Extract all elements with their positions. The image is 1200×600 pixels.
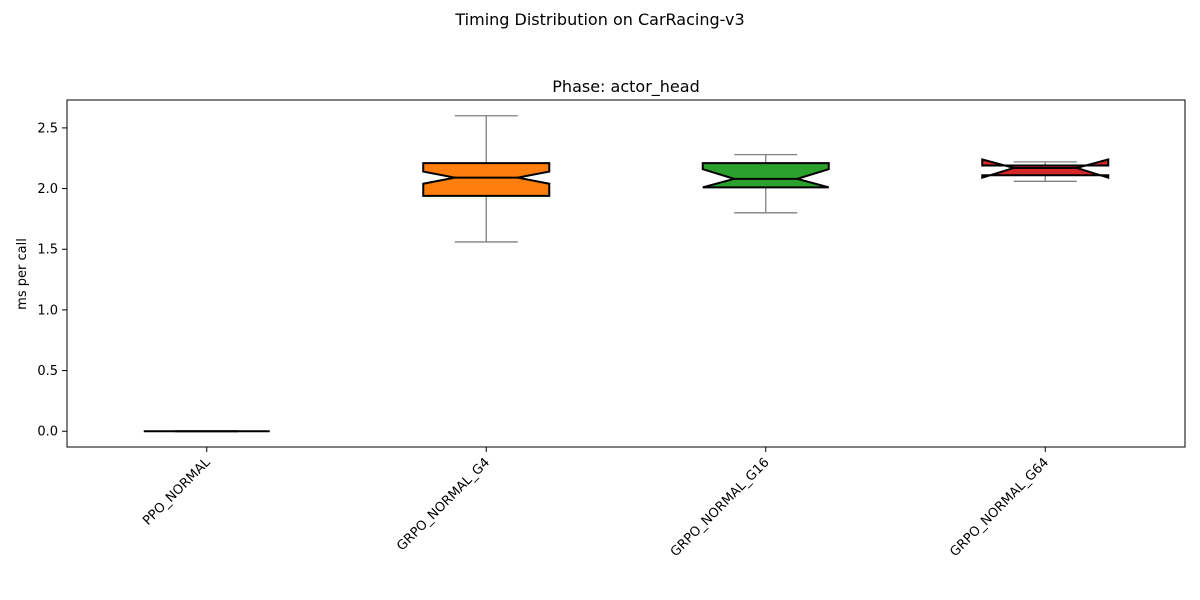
plot-area: 0.0 0.5 1.0 1.5 2.0 2.5 PPO_NORMAL GRPO_NORMAL_… (37, 115, 1110, 560)
x-tick-label: GRPO_NORMAL_G64 (947, 455, 1052, 560)
y-tick-label: 2.0 (37, 182, 58, 197)
x-tick-label: PPO_NORMAL (140, 455, 214, 529)
x-tick-label: GRPO_NORMAL_G4 (394, 455, 493, 554)
y-tick-label: 0.0 (37, 425, 58, 440)
y-tick-label: 0.5 (37, 364, 58, 379)
axes-title: Phase: actor_head (552, 77, 699, 97)
y-axis-label: ms per call (15, 238, 30, 310)
chart-suptitle: Timing Distribution on CarRacing-v3 (454, 10, 744, 29)
axes-frame (66, 99, 1186, 448)
y-tick-label: 1.5 (37, 243, 58, 258)
y-tick-label: 2.5 (37, 121, 58, 136)
x-tick-label: GRPO_NORMAL_G16 (668, 455, 773, 560)
box-body (422, 162, 551, 197)
y-tick-label: 1.0 (37, 303, 58, 318)
box-body (701, 162, 830, 189)
